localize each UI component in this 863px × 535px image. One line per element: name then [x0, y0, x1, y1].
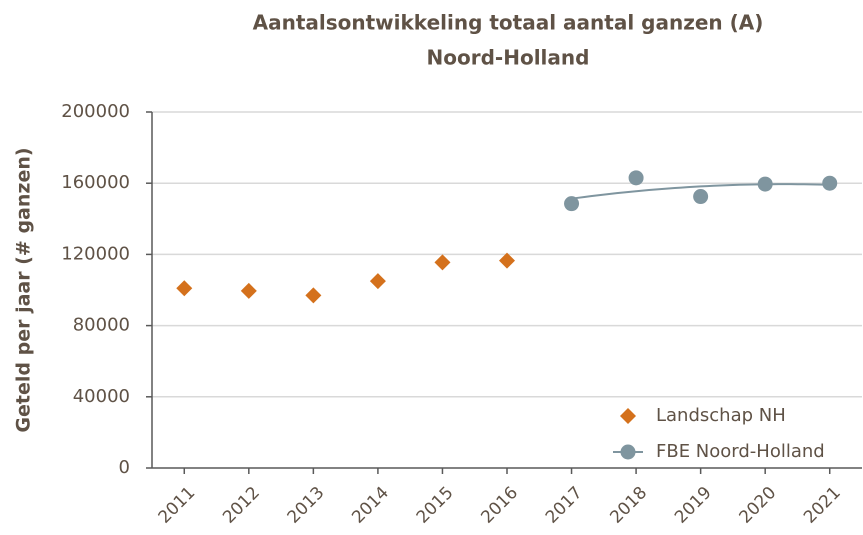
data-point: [434, 254, 451, 271]
x-tick-label: 2020: [736, 483, 781, 528]
x-tick-label: 2018: [606, 483, 651, 528]
data-point: [628, 170, 644, 186]
x-tick-label: 2016: [477, 483, 522, 528]
data-point: [305, 287, 322, 304]
x-tick-label: 2019: [671, 483, 716, 528]
data-point: [240, 282, 257, 299]
data-point: [757, 176, 773, 192]
data-point: [822, 175, 838, 191]
data-point: [176, 280, 193, 297]
legend-marker: [620, 444, 636, 460]
y-tick-label: 160000: [61, 172, 130, 193]
y-tick-label: 80000: [73, 315, 130, 336]
chart-title: Noord-Holland: [427, 46, 590, 70]
trend-line: [571, 183, 830, 200]
y-axis-label: Geteld per jaar (# ganzen): [13, 147, 35, 432]
data-point: [369, 273, 386, 290]
x-tick-label: 2021: [800, 483, 845, 528]
data-point: [499, 252, 515, 269]
y-tick-label: 40000: [73, 386, 130, 407]
x-tick-label: 2015: [413, 483, 458, 528]
chart-title: Aantalsontwikkeling totaal aantal ganzen…: [253, 11, 764, 35]
data-point: [693, 189, 709, 205]
x-tick-label: 2017: [542, 483, 587, 528]
legend-marker: [620, 408, 636, 424]
legend-label: Landschap NH: [656, 405, 786, 426]
x-tick-label: 2012: [219, 483, 264, 528]
x-tick-label: 2013: [284, 483, 329, 528]
y-tick-label: 200000: [61, 101, 130, 122]
y-tick-label: 120000: [61, 243, 130, 264]
data-point: [564, 196, 580, 212]
legend-label: FBE Noord-Holland: [656, 441, 825, 462]
y-tick-label: 0: [119, 457, 130, 478]
x-tick-label: 2011: [155, 483, 200, 528]
x-tick-label: 2014: [348, 483, 393, 528]
